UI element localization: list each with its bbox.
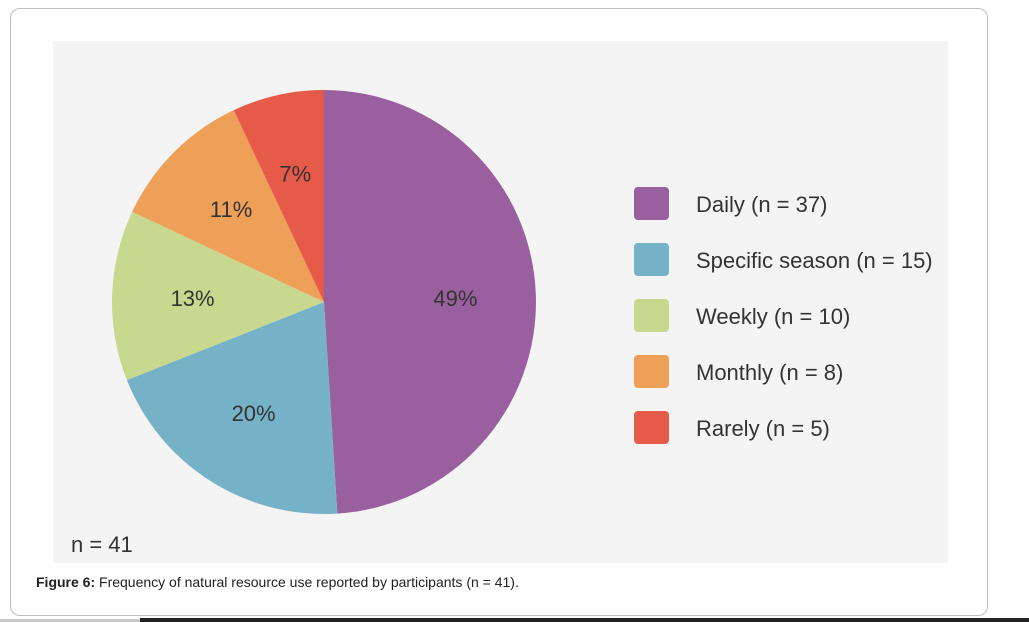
legend-swatch-monthly xyxy=(634,355,669,388)
figure-caption: Figure 6: Frequency of natural resource … xyxy=(36,574,519,590)
slice-percent-label: 7% xyxy=(279,162,311,187)
pie-chart: 49% 20% 13% 11% 7% Daily (n = 37) Specific se… xyxy=(71,90,933,557)
legend-label-weekly: Weekly (n = 10) xyxy=(696,304,850,329)
pie-slice-rarely xyxy=(233,90,324,302)
legend-swatch-specific-season xyxy=(634,243,669,276)
slice-percent-label: 20% xyxy=(232,401,276,426)
legend-label-specific-season: Specific season (n = 15) xyxy=(696,248,933,273)
sample-size-note: n = 41 xyxy=(71,532,133,557)
figure-image: 49% 20% 13% 11% 7% Daily (n = 37) Specific se… xyxy=(53,41,948,563)
slice-percent-label: 11% xyxy=(210,197,252,222)
legend-label-daily: Daily (n = 37) xyxy=(696,192,827,217)
legend-label-monthly: Monthly (n = 8) xyxy=(696,360,843,385)
legend-swatch-rarely xyxy=(634,411,669,444)
pie-slice-weekly xyxy=(112,211,324,381)
legend-label-rarely: Rarely (n = 5) xyxy=(696,416,830,441)
page-divider xyxy=(140,618,1029,622)
caption-text: Frequency of natural resource use report… xyxy=(95,574,519,590)
pie-slice-monthly xyxy=(132,110,324,303)
legend-swatch-daily xyxy=(634,187,669,220)
pie-slice-specific-season xyxy=(126,302,338,514)
slice-percent-label: 49% xyxy=(433,286,477,311)
slice-percent-label: 13% xyxy=(171,286,215,311)
pie-slice-daily xyxy=(324,90,536,514)
legend-swatch-weekly xyxy=(634,299,669,332)
page-divider-light xyxy=(0,619,140,622)
caption-label: Figure 6: xyxy=(36,574,96,590)
